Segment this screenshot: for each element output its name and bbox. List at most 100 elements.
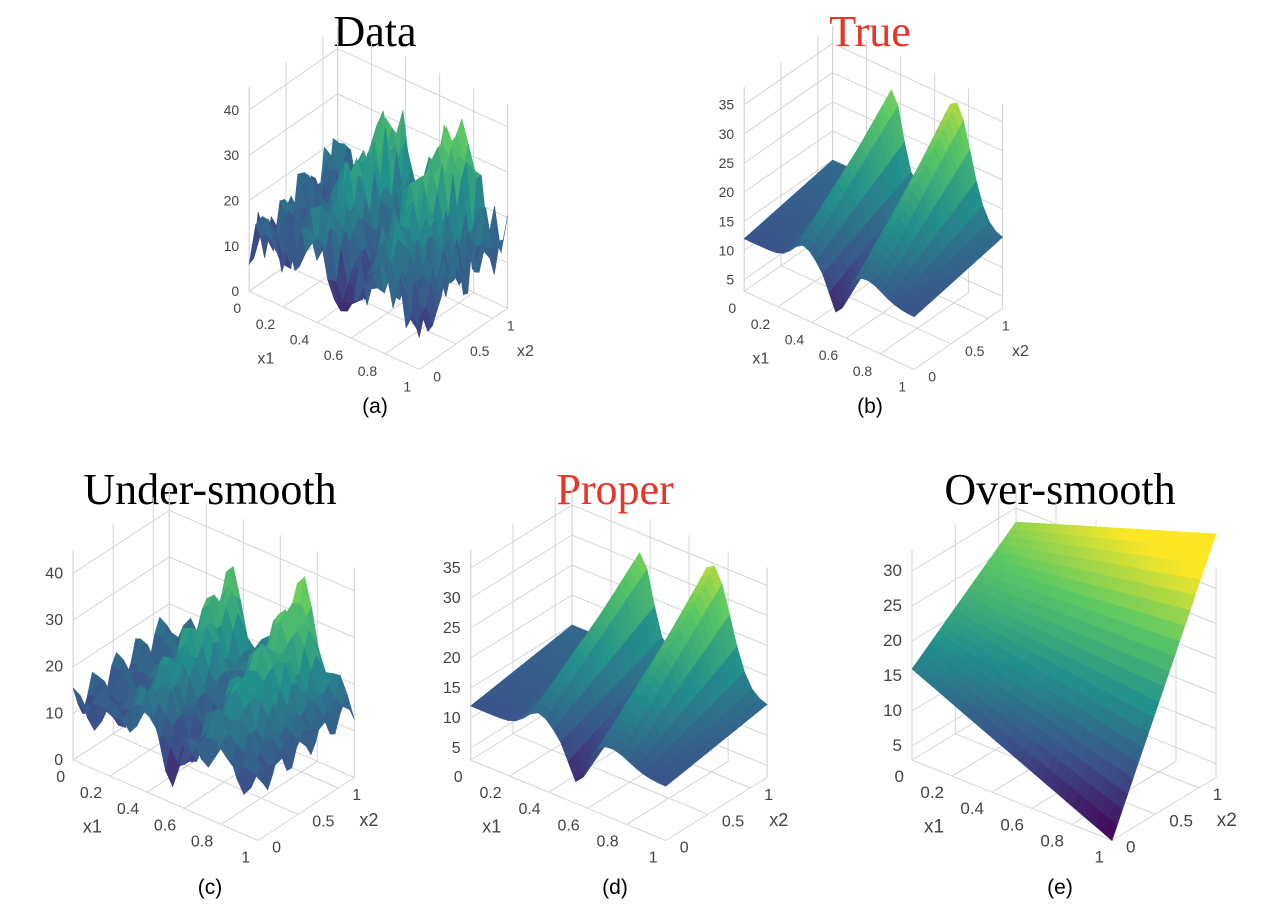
x-tick-label: 1	[649, 850, 658, 867]
x-tick-label: 0	[728, 300, 736, 316]
panel-e: Over-smooth 5 10 15 20 25 30 0 0.2 0.4 0.6 0.8 1 0 0.…	[860, 458, 1260, 918]
panel-caption: (a)	[362, 395, 388, 418]
y-tick-label: 0.5	[1169, 811, 1193, 830]
x-tick-label: 0.2	[920, 783, 944, 802]
x-tick-label: 0.6	[819, 347, 839, 363]
panel-title: True	[829, 7, 911, 56]
x-tick-label: 0.8	[596, 833, 618, 850]
z-tick-label: 25	[443, 620, 461, 637]
x-tick-label: 0	[454, 769, 463, 786]
surface-patch	[1103, 818, 1118, 842]
z-tick-label: 15	[719, 213, 735, 229]
x-tick-label: 0	[233, 300, 241, 316]
panel-caption: (b)	[857, 395, 883, 418]
x-axis-label: x1	[482, 817, 501, 837]
z-tick-label: 40	[45, 565, 63, 582]
gridline	[220, 551, 318, 825]
z-tick-label: 30	[45, 612, 63, 629]
z-tick-label: 20	[719, 184, 735, 200]
y-axis-label: x2	[517, 343, 534, 360]
x-tick-label: 0.6	[1000, 815, 1024, 834]
panel-title: Proper	[556, 465, 674, 514]
gridline	[72, 509, 355, 592]
x-tick-label: 1	[898, 378, 906, 394]
z-tick-label: 15	[443, 680, 461, 697]
y-tick-label: 0	[928, 368, 936, 384]
y-tick-label: 1	[1213, 785, 1222, 804]
x-tick-label: 0.6	[324, 347, 344, 363]
x-axis-label: x1	[83, 817, 102, 837]
y-axis-label: x2	[1217, 810, 1237, 831]
z-tick-label: 20	[883, 631, 902, 650]
panel-b: True 5 10 15 20 25 30 35 0 0.2 0.4 0.6 0.8 1 0 0.5 1 x1 x…	[700, 0, 1040, 430]
x-tick-label: 0.2	[751, 316, 771, 332]
z-tick-label: 25	[719, 155, 735, 171]
gridline	[470, 504, 768, 586]
surface	[248, 110, 508, 338]
gridline	[512, 523, 709, 815]
z-tick-label: 10	[719, 242, 735, 258]
z-tick-label: 25	[883, 596, 902, 615]
surface-patch	[250, 771, 264, 788]
y-axis-label: x2	[1012, 343, 1029, 360]
surface	[911, 521, 1217, 842]
y-tick-label: 0	[680, 840, 689, 857]
y-axis-label: x2	[769, 810, 788, 830]
x-tick-label: 0.8	[853, 363, 873, 379]
z-tick-label: 40	[224, 102, 240, 118]
z-tick-label: 0	[231, 283, 239, 299]
surface-patch	[657, 778, 672, 787]
x-tick-label: 1	[241, 850, 250, 867]
surface-patch	[412, 314, 424, 338]
x-axis-label: x1	[924, 817, 944, 838]
x-tick-label: 0.2	[80, 785, 102, 802]
z-tick-label: 30	[719, 126, 735, 142]
z-tick-label: 20	[443, 650, 461, 667]
x-tick-label: 1	[403, 378, 411, 394]
z-tick-label: 35	[719, 97, 735, 113]
y-tick-label: 0.5	[965, 343, 985, 359]
x-tick-label: 0.8	[358, 363, 378, 379]
x-tick-label: 0.4	[290, 332, 310, 348]
y-tick-label: 0.5	[722, 813, 744, 830]
x-axis-label: x1	[752, 350, 769, 367]
z-tick-label: 30	[443, 590, 461, 607]
z-tick-label: 20	[45, 659, 63, 676]
panel-caption: (c)	[197, 876, 223, 899]
panel-caption: (d)	[602, 876, 628, 899]
gridline	[780, 61, 952, 345]
y-tick-label: 1	[507, 317, 515, 333]
gridline	[112, 523, 299, 815]
z-tick-label: 35	[443, 560, 461, 577]
y-tick-label: 0.5	[470, 343, 490, 359]
y-tick-label: 1	[352, 787, 361, 804]
z-tick-label: 10	[224, 238, 240, 254]
x-tick-label: 0.6	[154, 817, 176, 834]
y-tick-label: 0	[433, 368, 441, 384]
x-tick-label: 0.8	[191, 833, 213, 850]
z-tick-label: 10	[883, 701, 902, 720]
gridline	[384, 88, 475, 355]
x-tick-label: 1	[1095, 848, 1104, 867]
x-tick-label: 0.4	[785, 332, 805, 348]
x-tick-label: 0.8	[1040, 831, 1064, 850]
gridline	[248, 48, 508, 128]
surface	[743, 89, 1004, 318]
x-tick-label: 0	[895, 767, 904, 786]
y-tick-label: 1	[1002, 317, 1010, 333]
y-tick-label: 0	[1126, 838, 1135, 857]
z-tick-label: 15	[883, 666, 902, 685]
z-tick-label: 30	[883, 561, 902, 580]
z-tick-label: 5	[452, 740, 461, 757]
z-tick-label: 5	[726, 272, 734, 288]
y-tick-label: 1	[764, 787, 773, 804]
panel-title: Over-smooth	[944, 465, 1176, 514]
